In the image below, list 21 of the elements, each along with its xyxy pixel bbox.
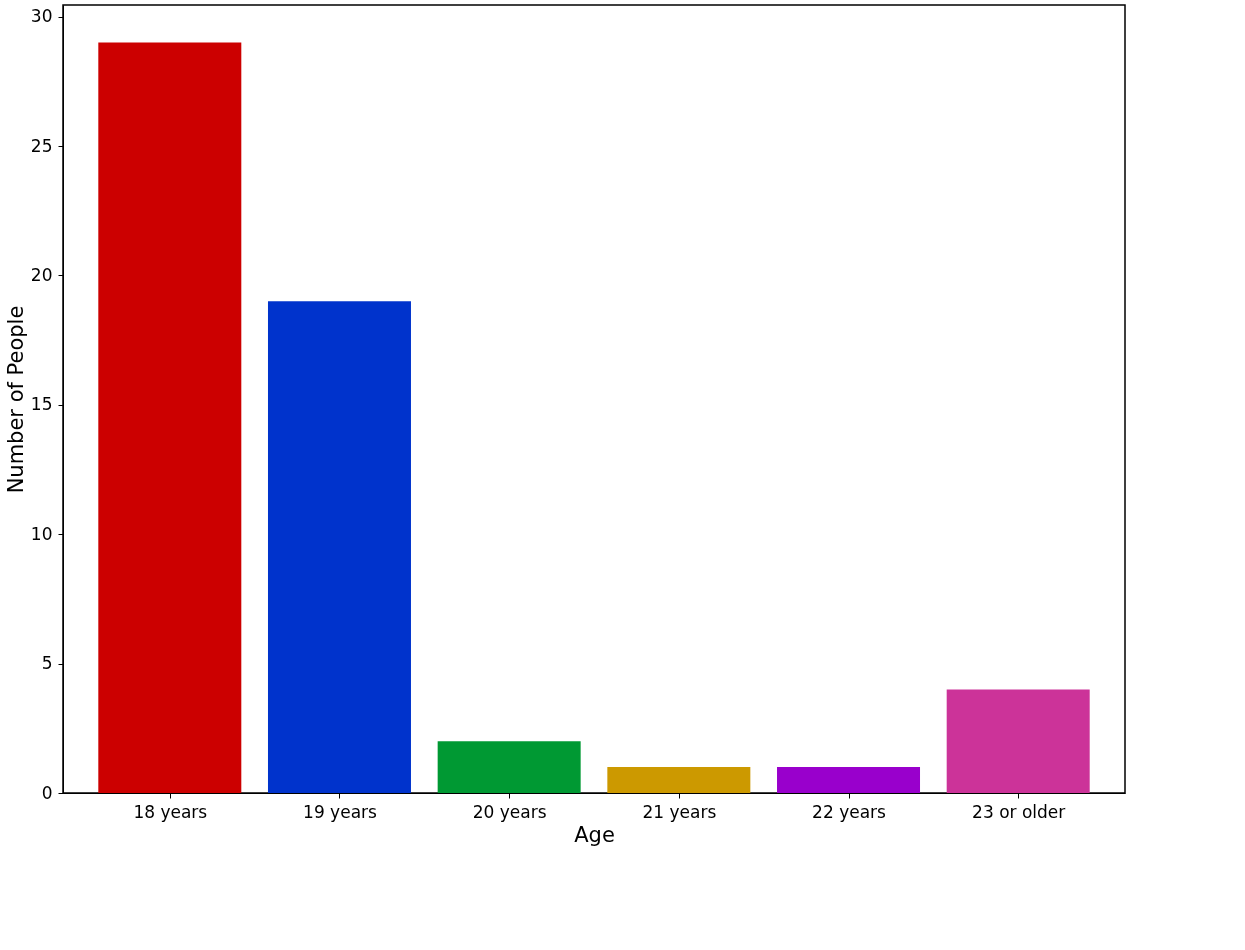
- x-tick-label: 23 or older: [972, 801, 1066, 822]
- bar: [437, 741, 581, 793]
- y-axis-title: Number of People: [3, 305, 28, 494]
- x-axis-title: Age: [574, 822, 615, 847]
- y-tick-label: 5: [41, 653, 53, 674]
- bar: [98, 42, 242, 793]
- x-tick-label: 18 years: [133, 801, 208, 822]
- x-tick-label: 21 years: [642, 801, 717, 822]
- x-tick-label: 19 years: [303, 801, 378, 822]
- bar: [607, 767, 751, 793]
- bar: [946, 689, 1090, 793]
- y-tick-label: 30: [30, 6, 53, 27]
- y-tick-label: 0: [41, 782, 53, 803]
- y-tick-label: 25: [30, 135, 53, 156]
- y-tick-label: 15: [30, 394, 53, 415]
- bar: [267, 301, 411, 793]
- x-tick-label: 20 years: [472, 801, 547, 822]
- bar: [777, 767, 921, 793]
- x-tick-label: 22 years: [812, 801, 887, 822]
- y-tick-label: 10: [30, 523, 53, 544]
- y-tick-label: 20: [30, 264, 53, 285]
